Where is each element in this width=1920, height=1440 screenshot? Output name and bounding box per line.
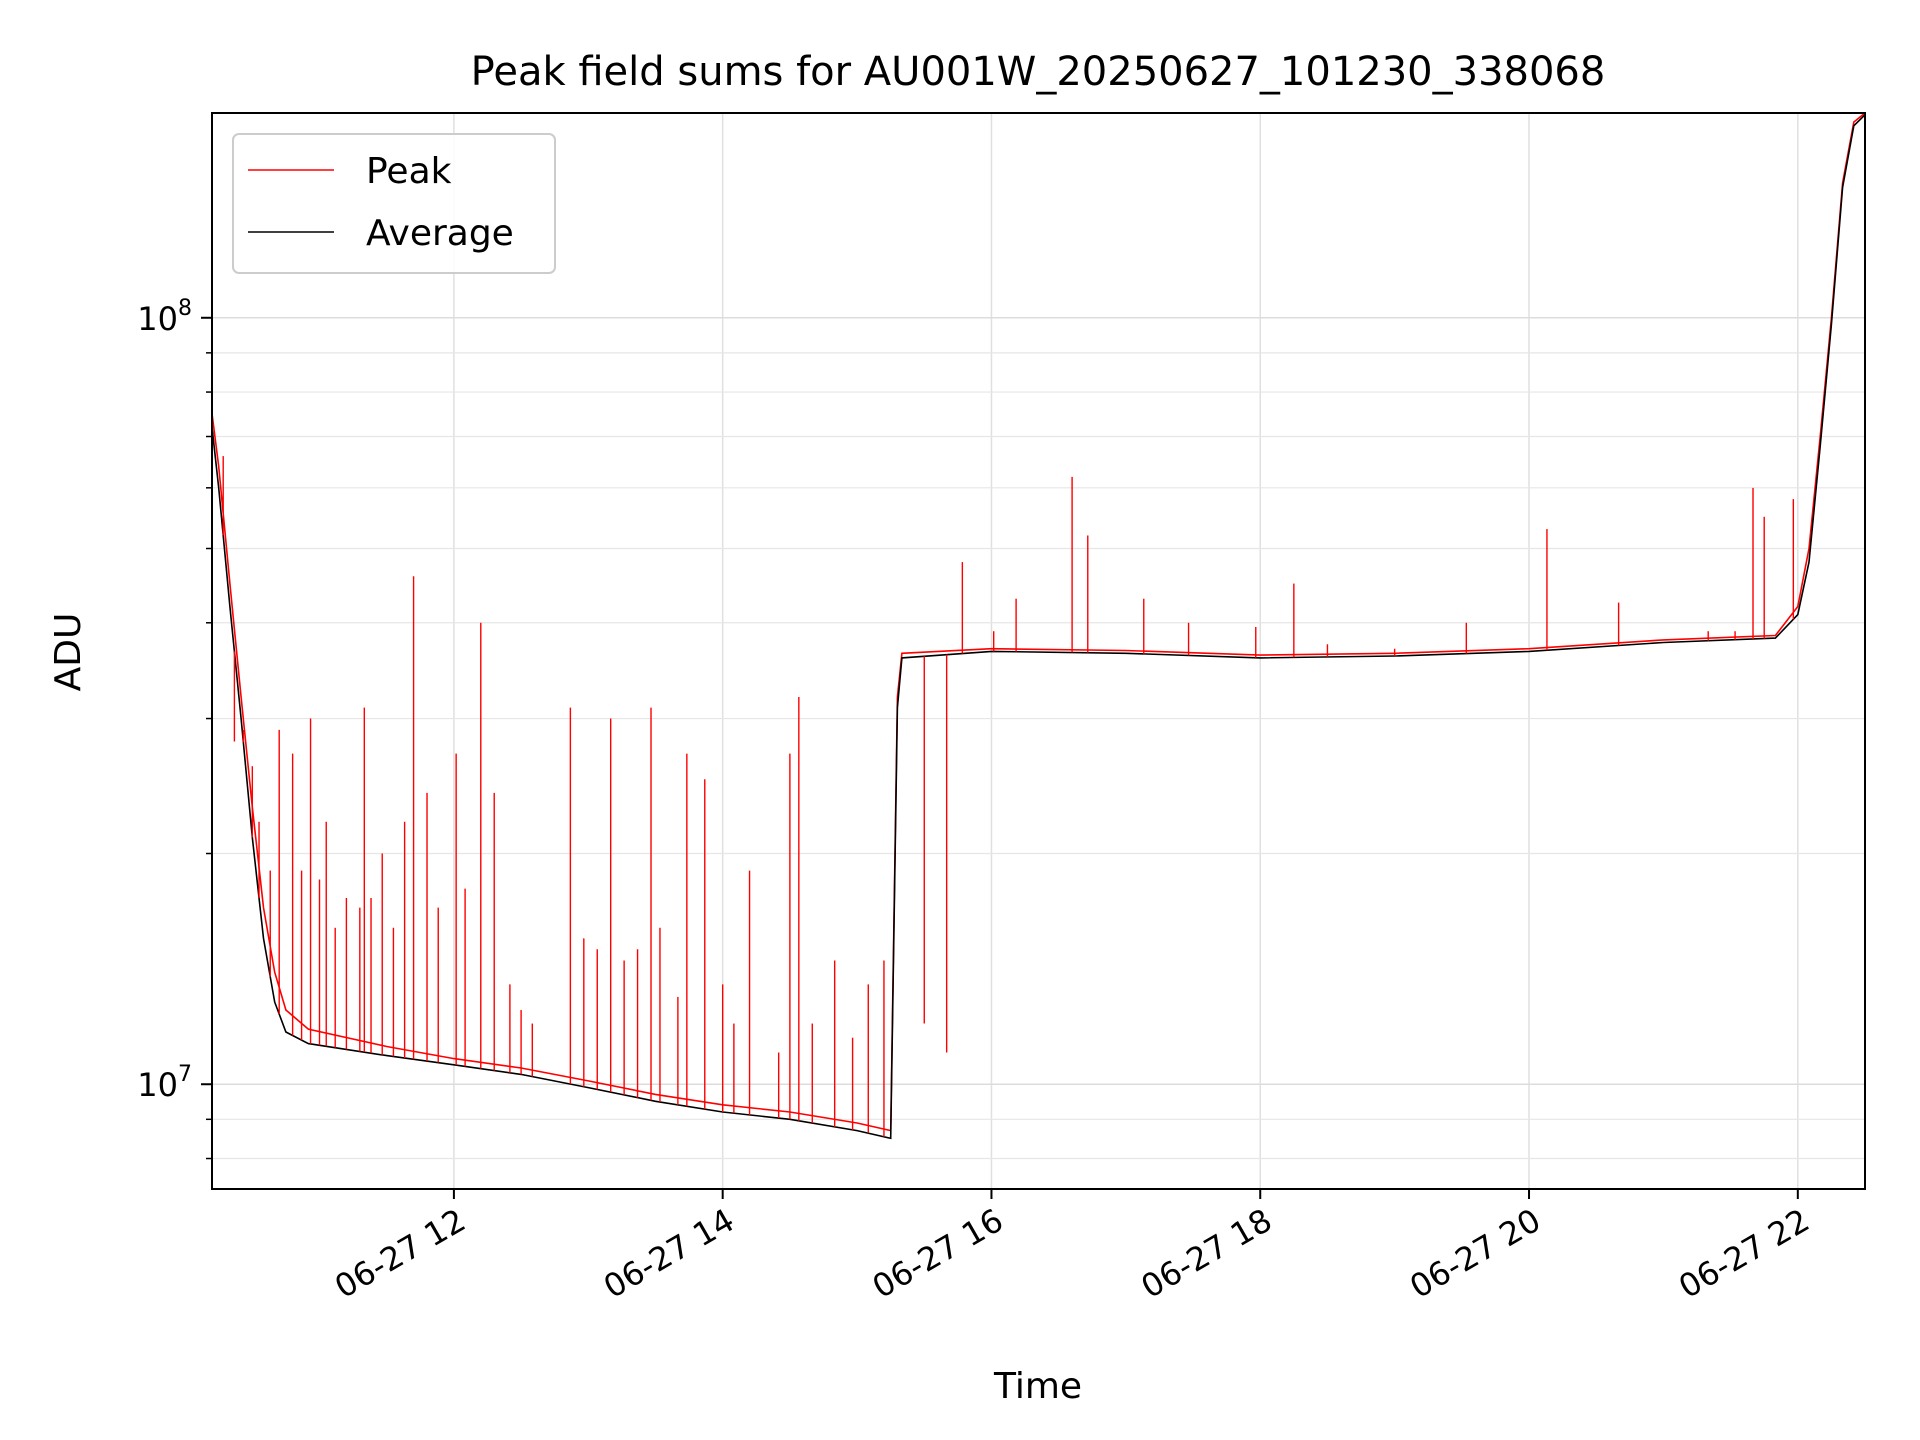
legend-label-peak: Peak	[366, 151, 452, 192]
chart-title: Peak field sums for AU001W_20250627_1012…	[471, 49, 1606, 95]
series-line-average	[211, 114, 1866, 1140]
legend-box	[232, 133, 556, 274]
y-tick-exponent: 7	[178, 1062, 192, 1087]
y-tick-label: 107	[137, 1062, 192, 1104]
plot-frame	[211, 112, 1866, 1190]
y-tick-exponent: 8	[178, 296, 192, 321]
legend-label-average: Average	[366, 213, 514, 254]
x-axis-label: Time	[993, 1366, 1082, 1407]
plot-lines	[211, 112, 1866, 1140]
legend: Peak Average	[232, 133, 556, 274]
y-axis-label: ADU	[48, 613, 89, 692]
series-line-peak	[211, 112, 1866, 1132]
peak-spikes	[222, 456, 1795, 1137]
grid	[212, 113, 1865, 1189]
